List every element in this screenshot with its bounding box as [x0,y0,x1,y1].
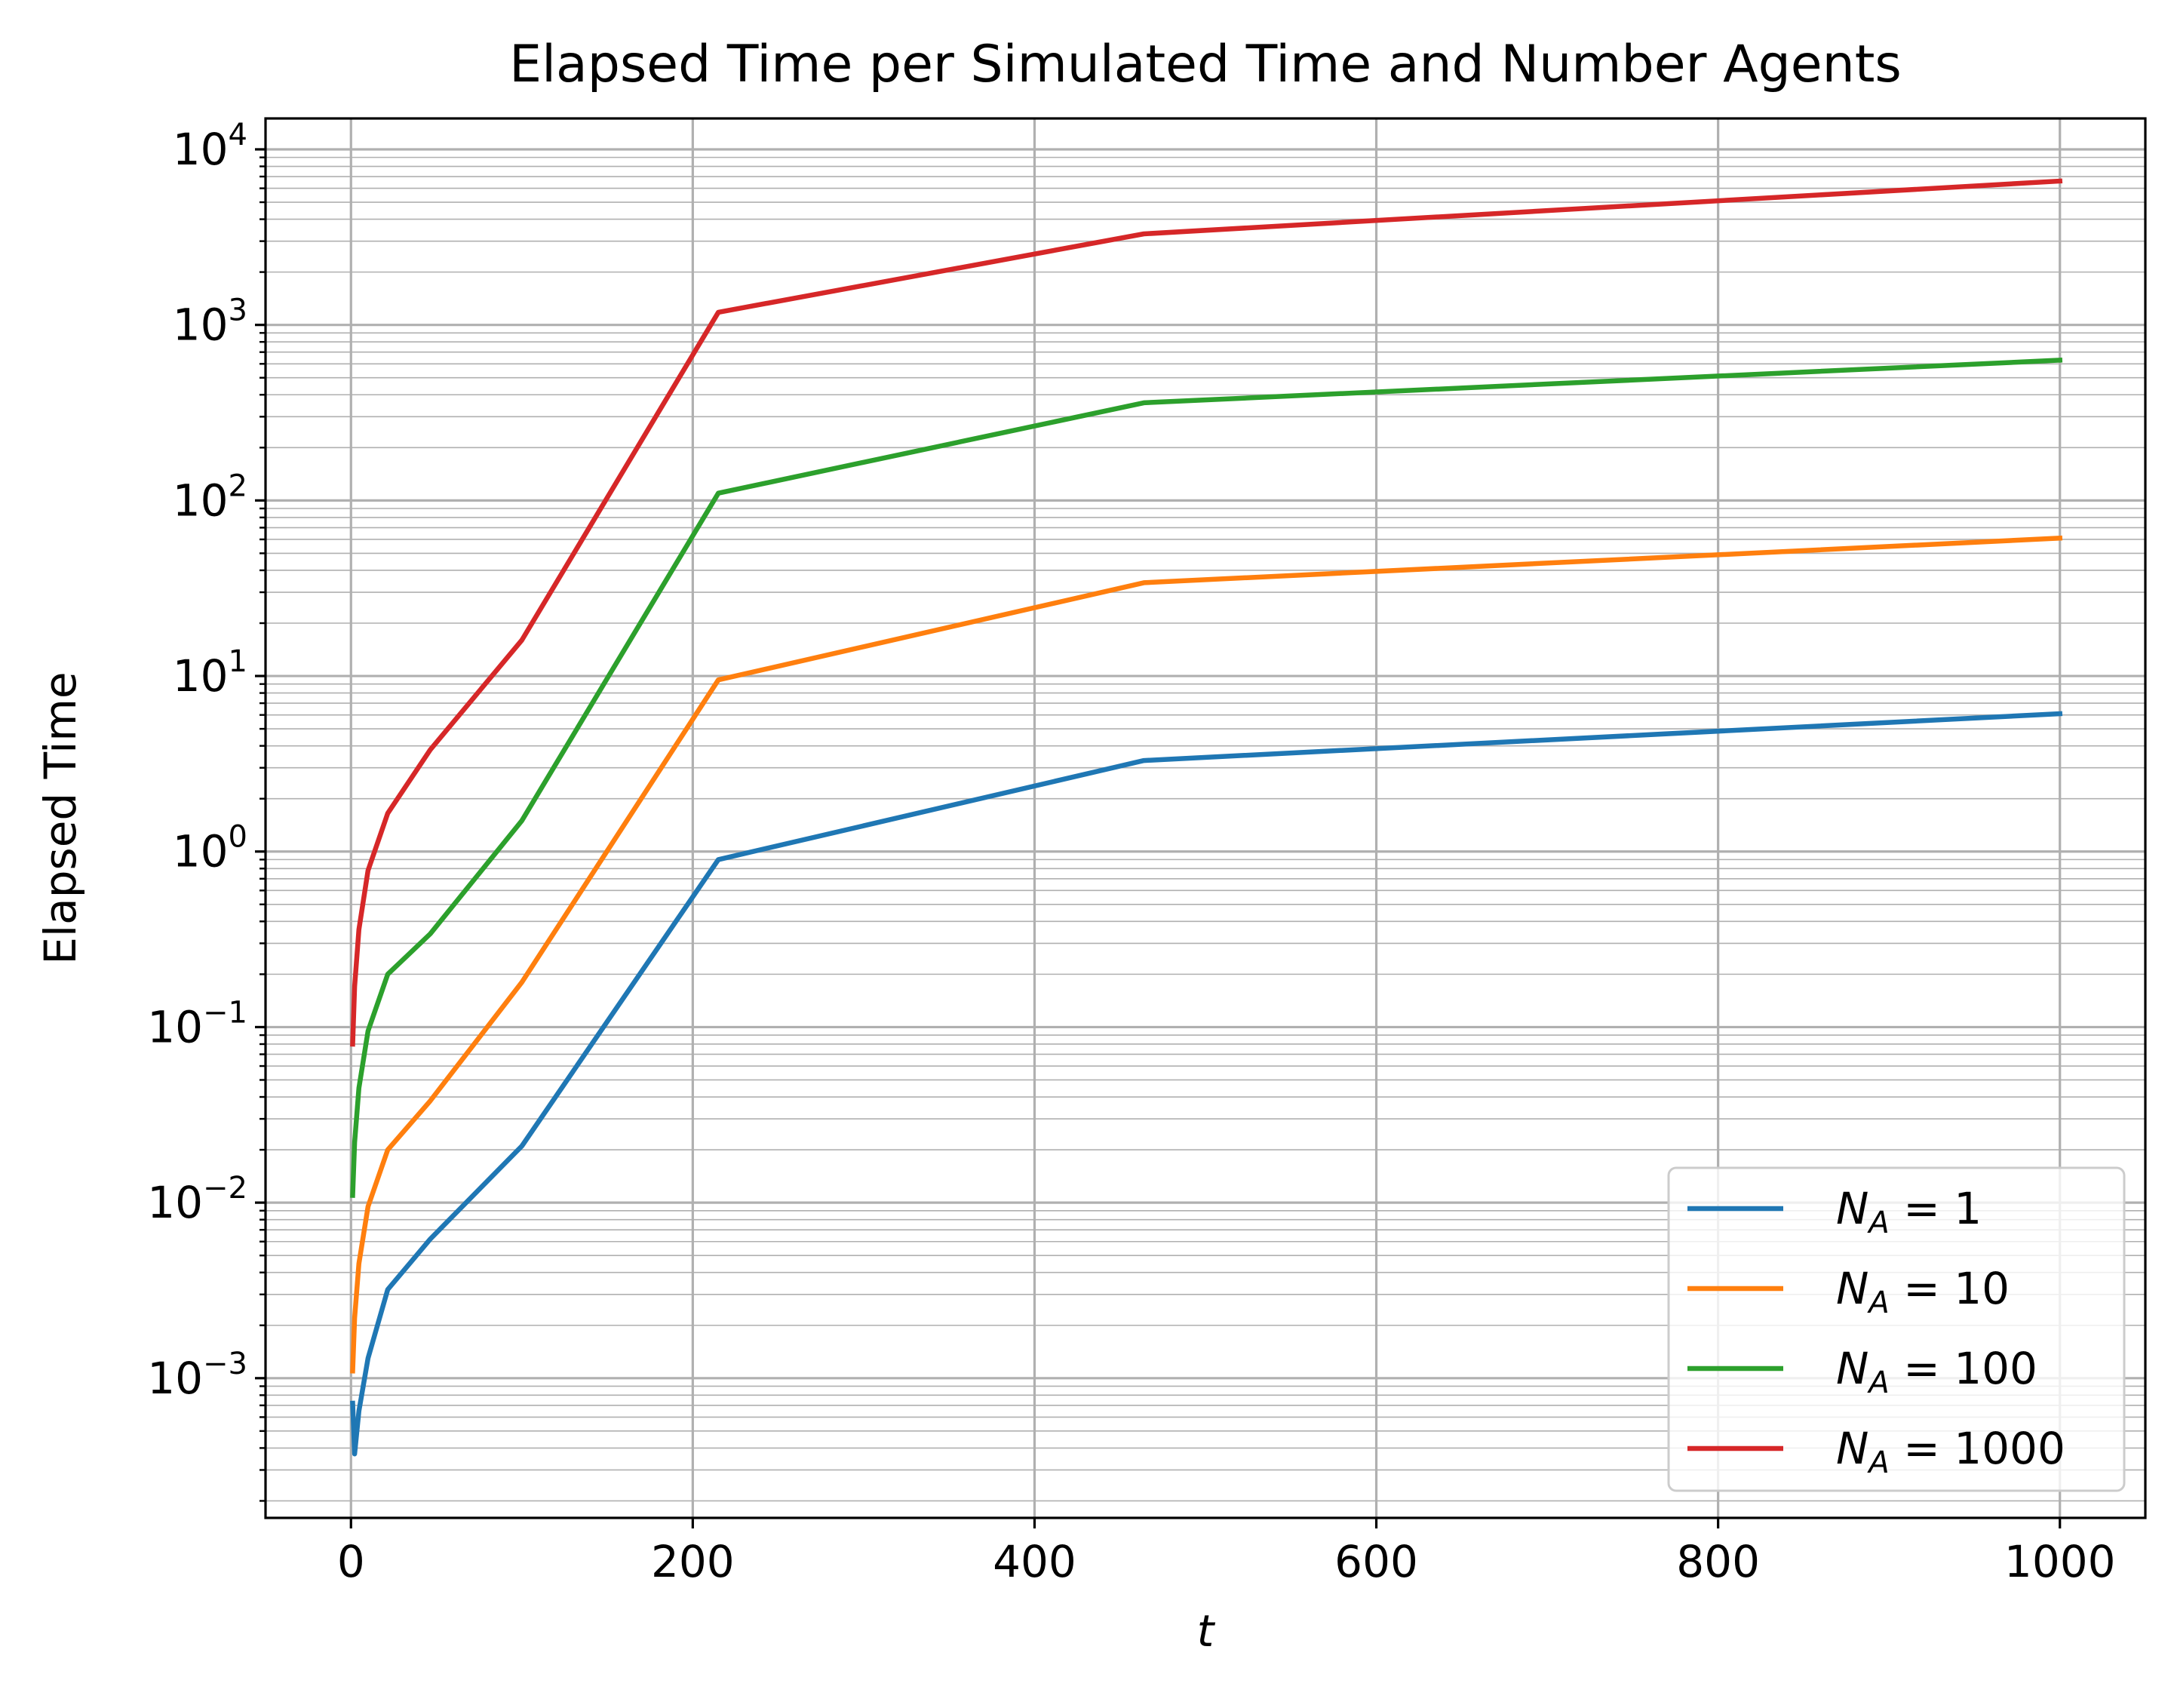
series-line-3 [350,358,2063,1198]
x-axis-label: t [1197,1605,1216,1657]
axes-frame [264,117,2147,1519]
x-tick-label: 0 [337,1536,365,1587]
series-line-2 [350,535,2063,1374]
x-tick-label: 400 [993,1536,1076,1587]
y-tick-label: 10−2 [147,1171,247,1228]
y-tick-label: 10−3 [147,1347,247,1404]
legend-label-1: NA = 1 [1836,1183,1982,1240]
legend-label-3: NA = 100 [1836,1343,2037,1400]
y-tick-label: 103 [173,293,247,351]
x-tick-label: 1000 [2004,1536,2116,1587]
y-tick-label: 101 [173,644,247,702]
y-tick-label: 10−1 [147,995,247,1052]
legend: NA = 1 NA = 10 NA = 100 NA = 1000 [1667,1166,2126,1492]
x-tick-label: 800 [1676,1536,1760,1587]
series-lines [350,178,2063,1457]
y-tick-label: 100 [173,820,247,877]
x-tick-label: 200 [651,1536,735,1587]
y-tick-label: 102 [173,468,247,526]
axis-ticks: 10−3 10−2 10−1 100 101 102 103 104 0 200 400 600 800… [147,118,2115,1587]
y-axis-label: Elapsed Time [35,671,86,964]
y-tick-label: 104 [173,118,247,175]
legend-box [1667,1166,2126,1492]
legend-label-2: NA = 10 [1836,1263,2010,1320]
series-line-1 [350,711,2063,1457]
grid [266,118,2145,1518]
legend-label-4: NA = 1000 [1836,1423,2065,1480]
x-tick-label: 600 [1334,1536,1418,1587]
series-line-4 [350,178,2063,1047]
chart-title: Elapsed Time per Simulated Time and Numb… [509,35,1902,94]
